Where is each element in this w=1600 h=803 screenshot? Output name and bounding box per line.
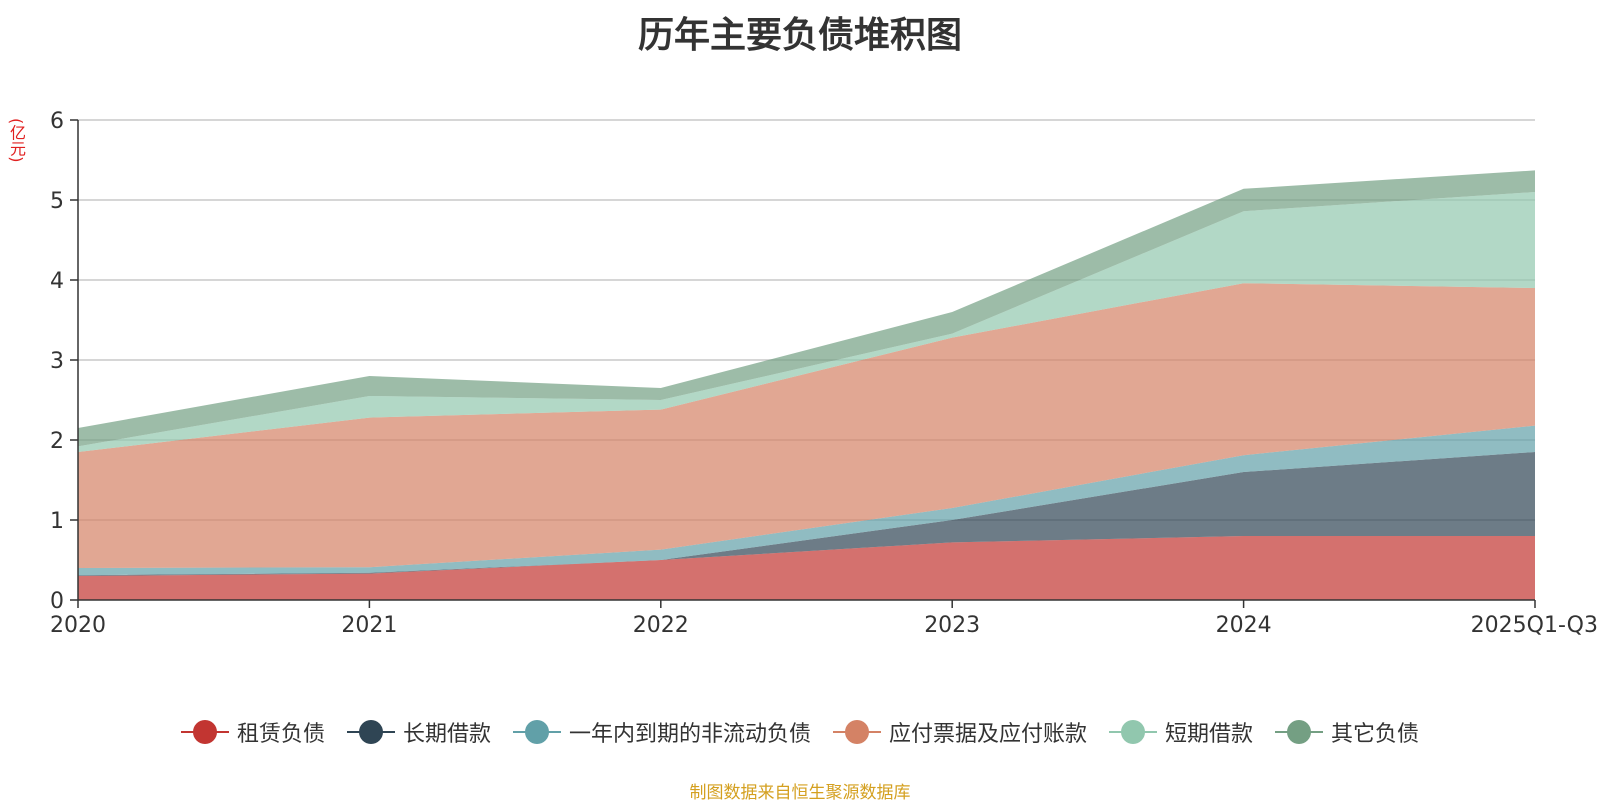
legend-label: 其它负债: [1331, 722, 1420, 747]
legend-marker: [1109, 720, 1158, 744]
area-series-5[interactable]: [78, 192, 1535, 452]
legend: 租赁负债 长期借款 一年内到期的非流动负债 应付票据及应付账款 短期借款 其它负债: [0, 716, 1600, 748]
y-tick-label: 4: [50, 269, 64, 294]
y-tick-label: 6: [50, 109, 64, 134]
chart-title: 历年主要负债堆积图: [637, 15, 962, 56]
legend-marker: [346, 720, 395, 744]
legend-marker: [833, 720, 881, 744]
legend-label: 一年内到期的非流动负债: [568, 722, 811, 747]
x-tick-label: 2025Q1-Q3: [1471, 613, 1598, 638]
stacked-area-chart: 0 1 2 3 4 5 6 2020 2021 2022 2023 2024 2025Q1-Q3: [50, 109, 1598, 638]
area-series-1[interactable]: [78, 536, 1535, 600]
legend-label: 租赁负债: [236, 722, 325, 747]
axes: 0 1 2 3 4 5 6 2020 2021 2022 2023 2024 2025Q1-Q3: [50, 109, 1598, 638]
data-source-note: 制图数据来自恒生聚源数据库: [689, 783, 911, 803]
y-tick-label: 2: [50, 429, 64, 454]
legend-marker: [512, 720, 561, 744]
legend-label: 长期借款: [402, 722, 491, 747]
legend-marker: [180, 720, 229, 744]
area-series-2[interactable]: [78, 452, 1535, 576]
y-tick-label: 0: [50, 589, 64, 614]
y-tick-label: 1: [50, 509, 64, 534]
area-series-4[interactable]: [78, 283, 1535, 568]
y-tick-label: 5: [50, 189, 64, 214]
x-tick-label: 2020: [50, 613, 106, 638]
area-series-3[interactable]: [78, 425, 1535, 576]
legend-item[interactable]: 租赁负债: [180, 716, 325, 748]
legend-label: 短期借款: [1165, 722, 1254, 747]
x-tick-label: 2024: [1216, 613, 1272, 638]
y-axis-unit-label: (亿元): [7, 118, 26, 163]
legend-item[interactable]: 长期借款: [346, 716, 491, 748]
x-tick-label: 2021: [341, 613, 397, 638]
area-series-6[interactable]: [78, 170, 1535, 447]
legend-item[interactable]: 一年内到期的非流动负债: [512, 716, 811, 748]
area-series: [78, 170, 1535, 600]
legend-marker: [1275, 720, 1324, 744]
legend-item[interactable]: 短期借款: [1109, 716, 1253, 748]
x-tick-label: 2023: [924, 613, 980, 638]
x-tick-label: 2022: [633, 613, 689, 638]
legend-label: 应付票据及应付账款: [889, 722, 1088, 747]
legend-item[interactable]: 应付票据及应付账款: [833, 716, 1087, 748]
y-tick-label: 3: [50, 349, 64, 374]
legend-item[interactable]: 其它负债: [1275, 716, 1419, 748]
